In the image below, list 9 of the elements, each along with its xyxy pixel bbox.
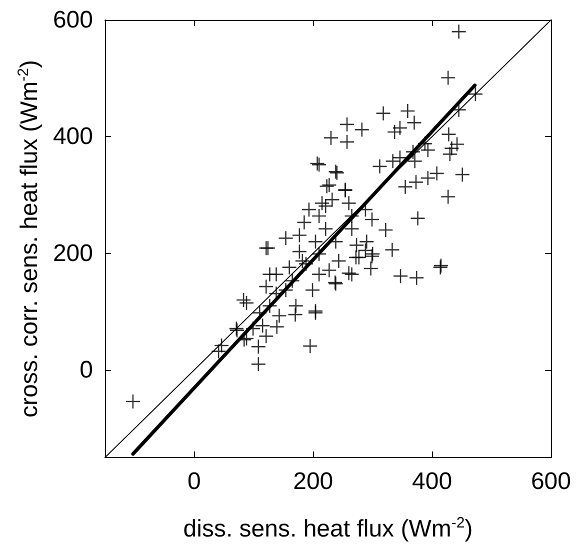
y-tick-label: 400 — [52, 123, 93, 150]
y-tick-label: 200 — [52, 240, 93, 267]
x-tick-label: 200 — [293, 468, 334, 495]
x-tick-label: 400 — [412, 468, 452, 495]
y-axis-title: cross. corr. sens. heat flux (Wm-2) — [15, 60, 43, 418]
y-tick-label: 600 — [52, 6, 93, 34]
y-tick-label: 0 — [80, 356, 93, 384]
x-tick-label: 600 — [530, 468, 571, 495]
x-tick-label: 0 — [188, 468, 201, 495]
